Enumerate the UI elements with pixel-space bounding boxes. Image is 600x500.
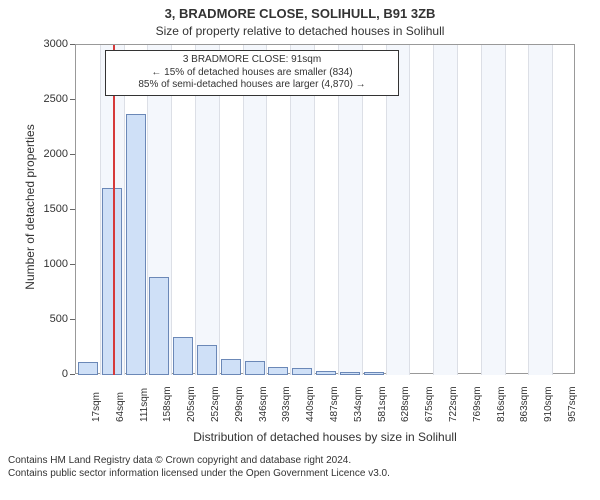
- x-tick-label: 393sqm: [281, 386, 292, 422]
- grid-band: [528, 45, 552, 375]
- chart-title: 3, BRADMORE CLOSE, SOLIHULL, B91 3ZB: [0, 6, 600, 21]
- x-tick-label: 487sqm: [329, 386, 340, 422]
- chart-container: { "title": "3, BRADMORE CLOSE, SOLIHULL,…: [0, 0, 600, 500]
- grid-line: [100, 45, 101, 375]
- grid-band: [481, 45, 505, 375]
- histogram-bar: [221, 359, 241, 376]
- grid-line: [552, 45, 553, 375]
- chart-subtitle: Size of property relative to detached ho…: [0, 24, 600, 38]
- y-tick: [70, 374, 75, 375]
- y-tick: [70, 154, 75, 155]
- y-tick-label: 0: [30, 368, 68, 380]
- x-tick-label: 722sqm: [448, 386, 459, 422]
- grid-line: [481, 45, 482, 375]
- x-tick-label: 675sqm: [424, 386, 435, 422]
- x-tick-label: 346sqm: [258, 386, 269, 422]
- x-tick-label: 64sqm: [115, 392, 126, 422]
- histogram-bar: [245, 361, 265, 375]
- grid-line: [433, 45, 434, 375]
- x-tick-label: 158sqm: [162, 386, 173, 422]
- x-tick-label: 628sqm: [400, 386, 411, 422]
- y-tick-label: 1500: [30, 203, 68, 215]
- y-tick-label: 1000: [30, 258, 68, 270]
- annotation-line-1: 3 BRADMORE CLOSE: 91sqm: [112, 54, 392, 67]
- histogram-bar: [292, 368, 312, 375]
- histogram-bar: [268, 367, 288, 375]
- grid-line: [457, 45, 458, 375]
- grid-line: [409, 45, 410, 375]
- x-tick-label: 299sqm: [234, 386, 245, 422]
- grid-band: [433, 45, 457, 375]
- x-tick-label: 534sqm: [353, 386, 364, 422]
- histogram-bar: [364, 372, 384, 375]
- x-tick-label: 111sqm: [139, 388, 150, 422]
- annotation-line-3: 85% of semi-detached houses are larger (…: [112, 79, 392, 92]
- grid-line: [505, 45, 506, 375]
- histogram-bar: [316, 371, 336, 375]
- histogram-bar: [149, 277, 169, 375]
- x-tick-label: 17sqm: [91, 392, 102, 422]
- x-tick-label: 910sqm: [543, 386, 554, 422]
- histogram-bar: [173, 337, 193, 376]
- grid-line: [528, 45, 529, 375]
- y-tick: [70, 44, 75, 45]
- x-tick-label: 957sqm: [567, 386, 578, 422]
- y-tick-label: 3000: [30, 38, 68, 50]
- y-tick: [70, 209, 75, 210]
- y-tick-label: 2000: [30, 148, 68, 160]
- y-tick: [70, 99, 75, 100]
- footer-line-2: Contains public sector information licen…: [8, 467, 390, 480]
- x-axis-label: Distribution of detached houses by size …: [75, 430, 575, 444]
- histogram-bar: [126, 114, 146, 375]
- annotation-line-2: ← 15% of detached houses are smaller (83…: [112, 67, 392, 80]
- annotation-box: 3 BRADMORE CLOSE: 91sqm ← 15% of detache…: [105, 50, 399, 96]
- x-tick-label: 581sqm: [377, 386, 388, 422]
- x-tick-label: 816sqm: [496, 386, 507, 422]
- y-tick: [70, 319, 75, 320]
- footer-line-1: Contains HM Land Registry data © Crown c…: [8, 454, 390, 467]
- histogram-bar: [340, 372, 360, 375]
- y-tick-label: 500: [30, 313, 68, 325]
- histogram-bar: [197, 345, 217, 375]
- x-tick-label: 769sqm: [472, 386, 483, 422]
- x-tick-label: 440sqm: [305, 386, 316, 422]
- y-tick: [70, 264, 75, 265]
- x-tick-label: 863sqm: [519, 386, 530, 422]
- histogram-bar: [102, 188, 122, 375]
- footer-attribution: Contains HM Land Registry data © Crown c…: [8, 454, 390, 480]
- histogram-bar: [78, 362, 98, 375]
- x-tick-label: 205sqm: [186, 386, 197, 422]
- y-tick-label: 2500: [30, 93, 68, 105]
- x-tick-label: 252sqm: [210, 386, 221, 422]
